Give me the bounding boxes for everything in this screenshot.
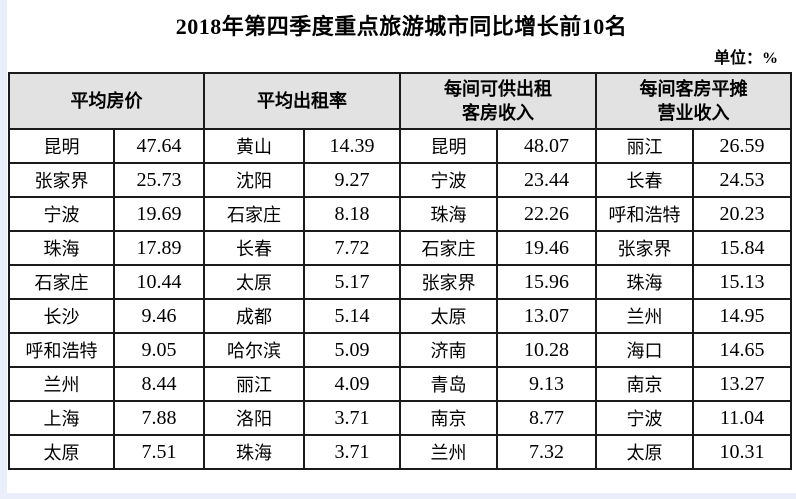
city-cell: 长春 — [203, 230, 305, 266]
city-cell: 沈阳 — [203, 162, 305, 198]
value-cell: 5.14 — [303, 298, 401, 334]
value-cell: 8.44 — [113, 366, 205, 402]
city-cell: 呼和浩特 — [8, 332, 115, 368]
value-cell: 5.17 — [303, 264, 401, 300]
city-cell: 石家庄 — [399, 230, 498, 266]
data-table: 平均房价 平均出租率 每间可供出租 客房收入 每间客房平摊 营业收入 昆明 47.… — [8, 72, 792, 470]
value-cell: 8.77 — [496, 400, 597, 436]
city-cell: 青岛 — [399, 366, 498, 402]
city-cell: 张家界 — [8, 162, 115, 198]
value-cell: 8.18 — [303, 196, 401, 232]
value-cell: 7.72 — [303, 230, 401, 266]
city-cell: 兰州 — [8, 366, 115, 402]
city-cell: 丽江 — [203, 366, 305, 402]
page-title: 2018年第四季度重点旅游城市同比增长前10名 — [175, 14, 628, 39]
city-cell: 太原 — [8, 434, 115, 470]
city-cell: 石家庄 — [203, 196, 305, 232]
value-cell: 14.39 — [303, 128, 401, 164]
table-row: 昆明 47.64 黄山 14.39 昆明 48.07 丽江 26.59 — [8, 128, 792, 164]
value-cell: 9.46 — [113, 298, 205, 334]
column-header-avg-room-price: 平均房价 — [8, 72, 205, 130]
value-cell: 9.27 — [303, 162, 401, 198]
city-cell: 张家界 — [595, 230, 694, 266]
value-cell: 26.59 — [692, 128, 792, 164]
value-cell: 7.88 — [113, 400, 205, 436]
city-cell: 珠海 — [399, 196, 498, 232]
page: 2018年第四季度重点旅游城市同比增长前10名 单位：% 平均房价 平均出租率 … — [7, 0, 796, 493]
value-cell: 13.07 — [496, 298, 597, 334]
city-cell: 长沙 — [8, 298, 115, 334]
unit-label: 单位：% — [713, 50, 778, 67]
value-cell: 13.27 — [692, 366, 792, 402]
table-row: 呼和浩特 9.05 哈尔滨 5.09 济南 10.28 海口 14.65 — [8, 332, 792, 368]
value-cell: 19.46 — [496, 230, 597, 266]
value-cell: 3.71 — [303, 400, 401, 436]
value-cell: 5.09 — [303, 332, 401, 368]
column-header-operating-revenue-per-room: 每间客房平摊 营业收入 — [595, 72, 792, 130]
city-cell: 宁波 — [595, 400, 694, 436]
value-cell: 25.73 — [113, 162, 205, 198]
city-cell: 昆明 — [8, 128, 115, 164]
value-cell: 7.32 — [496, 434, 597, 470]
city-cell: 上海 — [8, 400, 115, 436]
city-cell: 丽江 — [595, 128, 694, 164]
table-row: 张家界 25.73 沈阳 9.27 宁波 23.44 长春 24.53 — [8, 162, 792, 198]
value-cell: 17.89 — [113, 230, 205, 266]
table-row: 长沙 9.46 成都 5.14 太原 13.07 兰州 14.95 — [8, 298, 792, 334]
value-cell: 19.69 — [113, 196, 205, 232]
value-cell: 10.44 — [113, 264, 205, 300]
value-cell: 9.05 — [113, 332, 205, 368]
city-cell: 珠海 — [595, 264, 694, 300]
table-row: 石家庄 10.44 太原 5.17 张家界 15.96 珠海 15.13 — [8, 264, 792, 300]
city-cell: 海口 — [595, 332, 694, 368]
city-cell: 黄山 — [203, 128, 305, 164]
value-cell: 10.31 — [692, 434, 792, 470]
city-cell: 太原 — [399, 298, 498, 334]
column-header-revenue-per-available-room: 每间可供出租 客房收入 — [399, 72, 597, 130]
table-row: 宁波 19.69 石家庄 8.18 珠海 22.26 呼和浩特 20.23 — [8, 196, 792, 232]
city-cell: 哈尔滨 — [203, 332, 305, 368]
city-cell: 宁波 — [8, 196, 115, 232]
value-cell: 24.53 — [692, 162, 792, 198]
value-cell: 48.07 — [496, 128, 597, 164]
city-cell: 南京 — [399, 400, 498, 436]
value-cell: 4.09 — [303, 366, 401, 402]
value-cell: 15.84 — [692, 230, 792, 266]
city-cell: 兰州 — [399, 434, 498, 470]
table-row: 上海 7.88 洛阳 3.71 南京 8.77 宁波 11.04 — [8, 400, 792, 436]
table-row: 兰州 8.44 丽江 4.09 青岛 9.13 南京 13.27 — [8, 366, 792, 402]
city-cell: 济南 — [399, 332, 498, 368]
value-cell: 15.96 — [496, 264, 597, 300]
value-cell: 10.28 — [496, 332, 597, 368]
city-cell: 洛阳 — [203, 400, 305, 436]
city-cell: 南京 — [595, 366, 694, 402]
city-cell: 成都 — [203, 298, 305, 334]
city-cell: 珠海 — [8, 230, 115, 266]
column-header-avg-occupancy-rate: 平均出租率 — [203, 72, 401, 130]
city-cell: 呼和浩特 — [595, 196, 694, 232]
city-cell: 太原 — [203, 264, 305, 300]
city-cell: 兰州 — [595, 298, 694, 334]
value-cell: 11.04 — [692, 400, 792, 436]
value-cell: 15.13 — [692, 264, 792, 300]
value-cell: 20.23 — [692, 196, 792, 232]
table-row: 珠海 17.89 长春 7.72 石家庄 19.46 张家界 15.84 — [8, 230, 792, 266]
value-cell: 14.95 — [692, 298, 792, 334]
value-cell: 3.71 — [303, 434, 401, 470]
city-cell: 宁波 — [399, 162, 498, 198]
value-cell: 23.44 — [496, 162, 597, 198]
table-row: 太原 7.51 珠海 3.71 兰州 7.32 太原 10.31 — [8, 434, 792, 470]
value-cell: 47.64 — [113, 128, 205, 164]
header-row: 平均房价 平均出租率 每间可供出租 客房收入 每间客房平摊 营业收入 — [8, 72, 792, 130]
city-cell: 昆明 — [399, 128, 498, 164]
value-cell: 14.65 — [692, 332, 792, 368]
city-cell: 长春 — [595, 162, 694, 198]
value-cell: 7.51 — [113, 434, 205, 470]
city-cell: 珠海 — [203, 434, 305, 470]
value-cell: 9.13 — [496, 366, 597, 402]
city-cell: 太原 — [595, 434, 694, 470]
value-cell: 22.26 — [496, 196, 597, 232]
city-cell: 张家界 — [399, 264, 498, 300]
city-cell: 石家庄 — [8, 264, 115, 300]
